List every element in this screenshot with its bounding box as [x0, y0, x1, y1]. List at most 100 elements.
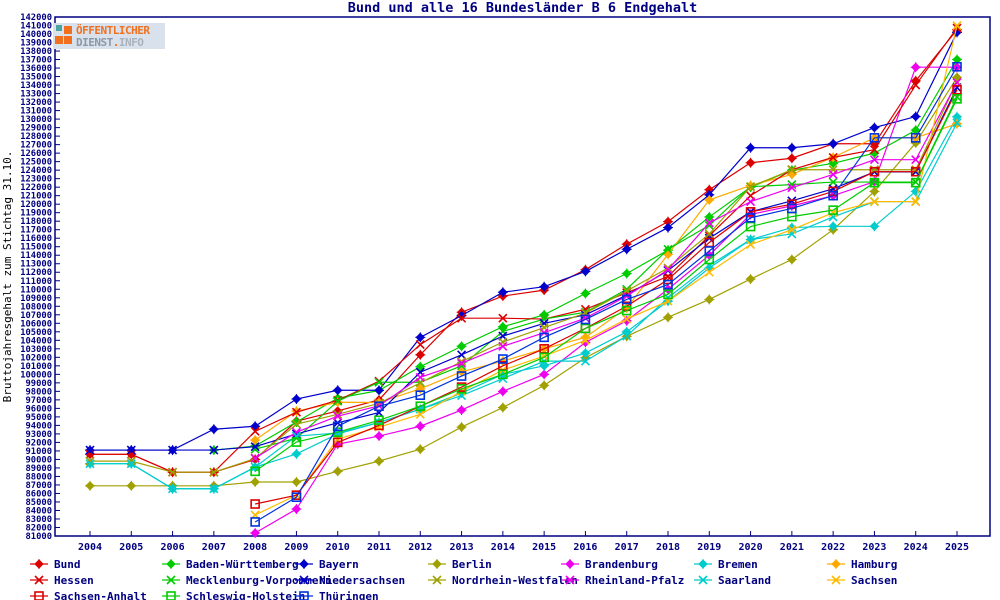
- legend-item-th-ringen: Thüringen: [295, 590, 379, 600]
- y-tick-label: 92000: [26, 438, 52, 448]
- x-marker: [168, 445, 178, 455]
- x-marker: [828, 152, 838, 162]
- x-marker: [168, 467, 178, 477]
- square-marker: [250, 466, 260, 477]
- series-line: [255, 89, 958, 505]
- x-marker: [704, 220, 714, 231]
- legend-item-schleswig-holstein: Schleswig-Holstein: [162, 590, 305, 600]
- square-marker: [580, 323, 591, 334]
- x-marker: [85, 459, 95, 469]
- x-tick-label: 2006: [161, 542, 185, 553]
- legend-label: Bremen: [718, 558, 758, 571]
- y-tick-label: 104000: [20, 336, 52, 346]
- y-tick-label: 109000: [20, 294, 52, 304]
- y-tick-label: 89000: [26, 464, 52, 474]
- y-tick-label: 114000: [20, 251, 52, 261]
- legend-item-nordrhein-westfalen: Nordrhein-Westfalen: [428, 574, 578, 587]
- series-line: [254, 66, 957, 534]
- legend-label: Niedersachsen: [319, 574, 405, 587]
- x-tick-label: 2022: [821, 542, 845, 553]
- square-marker: [745, 221, 756, 232]
- square-marker: [869, 166, 880, 177]
- x-marker: [828, 169, 838, 179]
- x-tick-label: 2008: [243, 542, 267, 553]
- legend-label: Sachsen: [851, 574, 897, 587]
- x-marker: [34, 575, 44, 585]
- series-line: [254, 98, 958, 472]
- x-marker: [787, 180, 797, 190]
- x-marker: [831, 575, 841, 585]
- x-marker: [85, 445, 95, 455]
- x-marker: [663, 265, 673, 275]
- x-marker: [565, 575, 575, 585]
- x-marker: [85, 456, 95, 466]
- y-tick-label: 122000: [20, 183, 52, 193]
- y-tick-label: 86000: [26, 489, 52, 499]
- y-tick-label: 128000: [20, 132, 52, 142]
- series-schleswig-holstein: [250, 94, 962, 477]
- square-marker: [704, 246, 715, 256]
- square-marker: [456, 371, 467, 381]
- y-tick-label: 85000: [26, 498, 52, 508]
- square-marker: [332, 437, 343, 448]
- legend-label: Hamburg: [851, 558, 897, 571]
- chart-title: Bund und alle 16 Bundesländer B 6 Endgeh…: [348, 0, 698, 16]
- x-marker: [828, 177, 838, 187]
- y-tick-label: 82000: [26, 523, 52, 533]
- square-marker: [539, 344, 549, 354]
- x-marker: [250, 426, 260, 436]
- x-marker: [746, 240, 756, 250]
- x-marker: [622, 331, 632, 341]
- y-tick-label: 111000: [20, 277, 52, 287]
- y-tick-label: 98000: [26, 387, 52, 397]
- legend-label: Bund: [54, 558, 81, 571]
- x-tick-label: 2025: [945, 542, 969, 553]
- y-tick-label: 103000: [20, 345, 52, 355]
- square-marker: [704, 254, 715, 265]
- legend-label: Bayern: [319, 558, 359, 571]
- series-bayern: [85, 27, 962, 456]
- y-tick-label: 106000: [20, 319, 52, 329]
- x-marker: [704, 267, 714, 277]
- y-tick-label: 108000: [20, 302, 52, 312]
- square-marker: [663, 289, 673, 300]
- legend-item-saarland: Saarland: [694, 574, 771, 587]
- legend-item-baden-w-rttemberg: Baden-Württemberg: [162, 558, 299, 571]
- legend-item-sachsen: Sachsen: [827, 574, 897, 587]
- y-tick-label: 127000: [20, 141, 52, 151]
- y-tick-label: 113000: [20, 260, 52, 270]
- y-tick-label: 135000: [20, 73, 52, 83]
- x-tick-label: 2005: [119, 542, 143, 553]
- series-hamburg: [250, 118, 962, 446]
- square-marker: [250, 517, 260, 527]
- series-line: [254, 66, 958, 523]
- y-axis-label: Bruttojahresgehalt zum Stichtag 31.10.: [1, 151, 14, 403]
- square-marker: [456, 384, 467, 394]
- legend-label: Mecklenburg-Vorpommern: [186, 574, 332, 587]
- square-marker: [291, 492, 302, 503]
- legend-label: Brandenburg: [585, 558, 658, 571]
- square-marker: [374, 415, 384, 426]
- x-marker: [911, 197, 921, 207]
- x-axis: 2004 2005 2006 2007 2008 2009 2010 2011 2012 2013…: [78, 531, 969, 553]
- legend-item-berlin: Berlin: [428, 558, 492, 571]
- logo-text-line2: DIENST.INFO: [76, 36, 144, 49]
- x-tick-label: 2009: [284, 542, 308, 553]
- series-sachsen: [250, 20, 962, 520]
- y-tick-label: 132000: [20, 98, 52, 108]
- x-marker: [498, 313, 508, 323]
- square-marker: [299, 591, 309, 600]
- x-marker: [746, 197, 756, 207]
- square-marker: [250, 499, 260, 509]
- legend-label: Sachsen-Anhalt: [54, 590, 147, 600]
- x-marker: [291, 407, 301, 417]
- x-marker: [663, 263, 673, 273]
- x-marker: [209, 467, 219, 477]
- square-marker: [498, 369, 508, 380]
- x-marker: [663, 244, 673, 254]
- y-tick-label: 107000: [20, 311, 52, 321]
- x-marker: [704, 229, 714, 239]
- x-marker: [126, 445, 136, 455]
- series-niedersachsen: [85, 83, 962, 455]
